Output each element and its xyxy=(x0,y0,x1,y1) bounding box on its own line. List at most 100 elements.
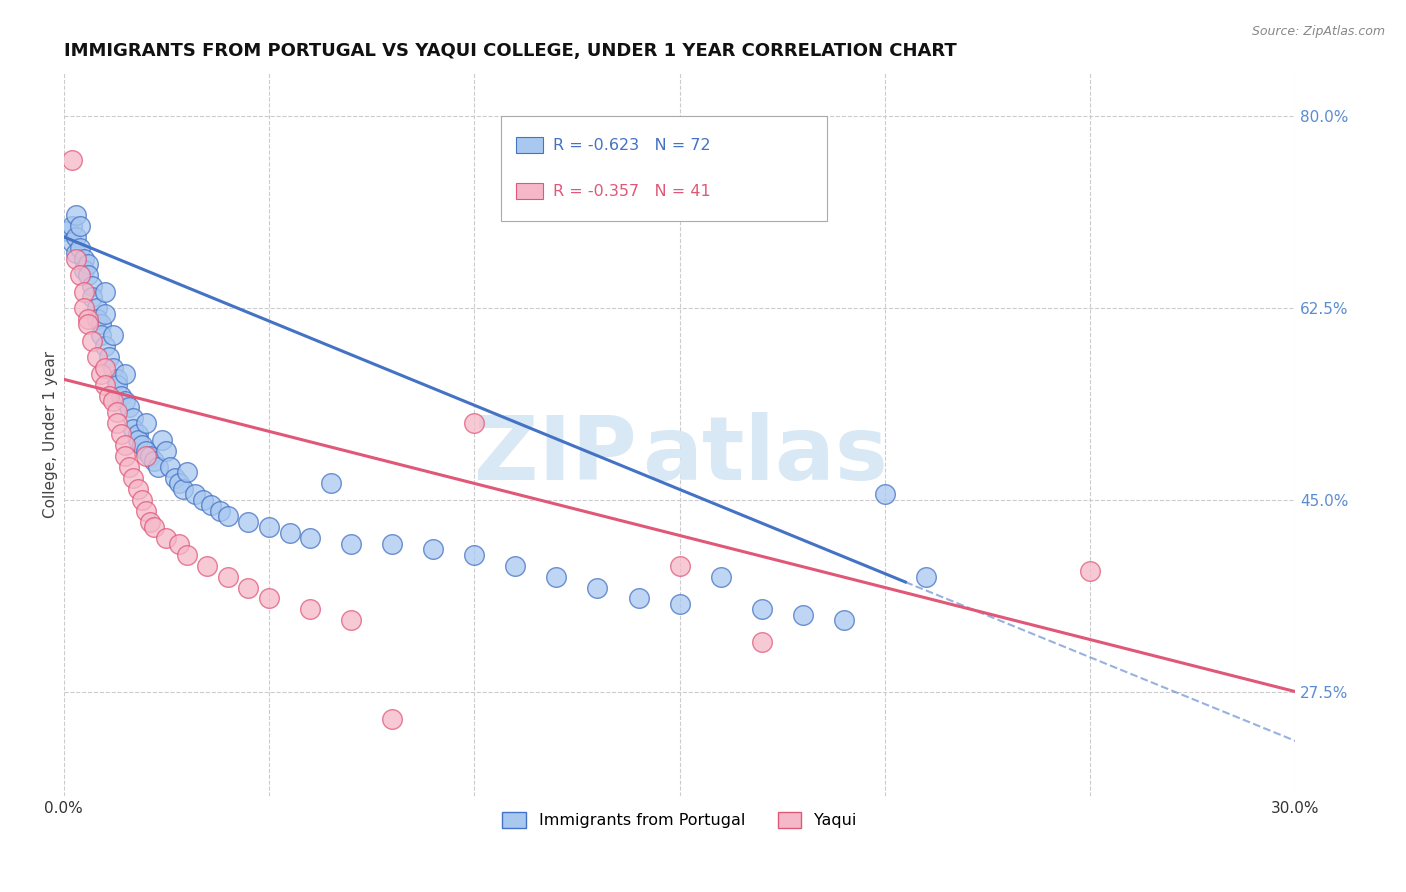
Point xyxy=(82,334,104,348)
Text: R = -0.623   N = 72: R = -0.623 N = 72 xyxy=(553,137,710,153)
Point xyxy=(69,241,91,255)
Point xyxy=(60,219,83,233)
Text: Source: ZipAtlas.com: Source: ZipAtlas.com xyxy=(1251,25,1385,38)
Text: atlas: atlas xyxy=(643,412,889,500)
Point xyxy=(751,602,773,616)
Point xyxy=(463,548,485,562)
Point xyxy=(73,301,96,315)
Point xyxy=(82,290,104,304)
Point xyxy=(69,219,91,233)
Point xyxy=(176,466,198,480)
Point xyxy=(135,449,157,463)
Point xyxy=(139,515,162,529)
Point xyxy=(546,569,568,583)
Point xyxy=(90,367,112,381)
Point xyxy=(257,520,280,534)
Point xyxy=(82,279,104,293)
Point xyxy=(101,328,124,343)
Point xyxy=(86,351,108,365)
Point xyxy=(77,268,100,282)
Point xyxy=(146,460,169,475)
Point xyxy=(97,389,120,403)
Point xyxy=(135,504,157,518)
Point xyxy=(114,367,136,381)
Point xyxy=(73,262,96,277)
Point xyxy=(163,471,186,485)
Point xyxy=(832,614,855,628)
Point xyxy=(422,542,444,557)
Point xyxy=(915,569,938,583)
Point xyxy=(110,427,132,442)
Point xyxy=(114,449,136,463)
Point xyxy=(184,487,207,501)
Y-axis label: College, Under 1 year: College, Under 1 year xyxy=(44,351,58,517)
Point xyxy=(139,449,162,463)
Text: R = -0.357   N = 41: R = -0.357 N = 41 xyxy=(553,184,710,199)
Point xyxy=(105,372,128,386)
Point xyxy=(668,597,690,611)
Point xyxy=(143,454,166,468)
Point xyxy=(127,482,149,496)
Point xyxy=(86,301,108,315)
Point xyxy=(668,558,690,573)
Point xyxy=(114,394,136,409)
Point xyxy=(90,318,112,332)
Point xyxy=(122,410,145,425)
Point xyxy=(710,569,733,583)
Point xyxy=(131,438,153,452)
Point xyxy=(114,438,136,452)
Point xyxy=(155,443,177,458)
FancyBboxPatch shape xyxy=(501,116,827,220)
Point xyxy=(93,306,115,320)
Point xyxy=(93,361,115,376)
Point xyxy=(200,499,222,513)
Point xyxy=(217,569,239,583)
Point xyxy=(73,252,96,266)
Point xyxy=(97,351,120,365)
Point xyxy=(118,460,141,475)
Point xyxy=(135,443,157,458)
Point xyxy=(65,229,87,244)
Point xyxy=(463,416,485,430)
Point xyxy=(105,377,128,392)
Point xyxy=(159,460,181,475)
FancyBboxPatch shape xyxy=(516,184,543,199)
Point xyxy=(150,433,173,447)
Point xyxy=(135,416,157,430)
Point xyxy=(167,537,190,551)
Point xyxy=(110,389,132,403)
Text: ZIP: ZIP xyxy=(474,412,637,500)
Point xyxy=(381,712,404,726)
Point xyxy=(143,520,166,534)
Point xyxy=(208,504,231,518)
FancyBboxPatch shape xyxy=(516,137,543,153)
Point xyxy=(93,377,115,392)
Point xyxy=(193,492,215,507)
Point xyxy=(105,405,128,419)
Point xyxy=(101,361,124,376)
Point xyxy=(118,400,141,414)
Point xyxy=(873,487,896,501)
Point xyxy=(1078,564,1101,578)
Point xyxy=(90,328,112,343)
Point xyxy=(77,312,100,326)
Point xyxy=(751,635,773,649)
Point xyxy=(77,257,100,271)
Point xyxy=(93,285,115,299)
Point xyxy=(131,492,153,507)
Point xyxy=(319,476,342,491)
Point xyxy=(60,153,83,167)
Point xyxy=(299,602,322,616)
Point xyxy=(172,482,194,496)
Point xyxy=(217,509,239,524)
Point xyxy=(627,591,650,606)
Point xyxy=(278,525,301,540)
Text: IMMIGRANTS FROM PORTUGAL VS YAQUI COLLEGE, UNDER 1 YEAR CORRELATION CHART: IMMIGRANTS FROM PORTUGAL VS YAQUI COLLEG… xyxy=(63,42,956,60)
Point xyxy=(122,471,145,485)
Point xyxy=(257,591,280,606)
Point xyxy=(238,515,260,529)
Point xyxy=(101,394,124,409)
Point xyxy=(792,607,814,622)
Point xyxy=(155,531,177,545)
Point xyxy=(93,339,115,353)
